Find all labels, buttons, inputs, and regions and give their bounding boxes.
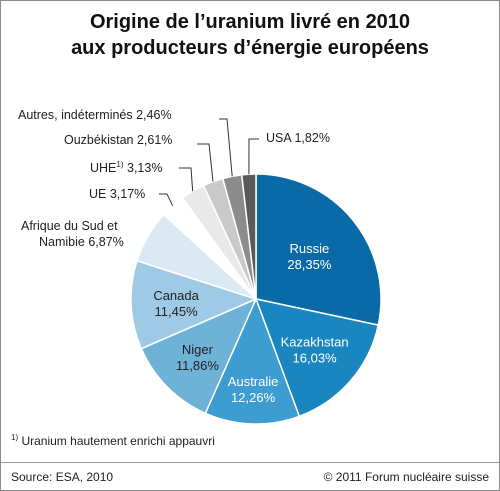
slice-russie	[255, 173, 382, 326]
label-uhe: UHE1) 3,13%	[90, 160, 162, 175]
leader-usa	[248, 138, 259, 175]
leader-ue	[159, 193, 174, 207]
leader-ouzbekistan	[197, 143, 214, 182]
footnote: 1) Uranium hautement enrichi appauvri	[11, 433, 215, 448]
slice-label-kazakhstan: Kazakhstan 16,03%	[281, 335, 349, 366]
slice-label-australie: Australie 12,26%	[228, 374, 279, 405]
label-uhe-value: 3,13%	[124, 161, 163, 175]
source-text: Source: ESA, 2010	[11, 470, 114, 484]
chart-title-line2: aux producteurs d’énergie européens	[71, 37, 429, 59]
copyright-text: © 2011 Forum nucléaire suisse	[323, 470, 489, 484]
chart-title-line1: Origine de l’uranium livré en 2010	[89, 11, 411, 33]
slice-label-canada: Canada 11,45%	[153, 288, 199, 319]
leader-lines	[159, 118, 259, 207]
slice-canada	[130, 259, 259, 350]
label-uhe-name: UHE	[90, 161, 116, 175]
slice-niger	[140, 297, 258, 415]
leader-uhe	[179, 167, 194, 192]
label-ue: UE 3,17%	[89, 187, 145, 201]
pie-slices	[130, 173, 382, 425]
label-ouzbekistan: Ouzbékistan 2,61%	[64, 133, 172, 147]
slice-kazakhstan	[254, 297, 380, 418]
footer-divider	[1, 462, 499, 463]
slice-label-niger: Niger 11,86%	[176, 342, 220, 373]
label-afrique-line2: Namibie 6,87%	[39, 235, 124, 249]
label-usa: USA 1,82%	[266, 131, 330, 145]
pie-chart: Russie 28,35% Kazakhstan 16,03%Australie 12,…	[18, 108, 382, 425]
label-autres: Autres, indéterminés 2,46%	[18, 108, 172, 122]
label-afrique-line1: Afrique du Sud et	[21, 219, 118, 233]
leader-autres	[219, 118, 233, 177]
inner-labels: Russie 28,35% Kazakhstan 16,03%Australie 12,…	[153, 241, 348, 405]
chart-title: Origine de l’uranium livré en 2010 aux p…	[1, 9, 499, 61]
slice-usa	[240, 173, 257, 300]
footnote-marker: 1)	[11, 433, 19, 442]
footnote-text: Uranium hautement enrichi appauvri	[18, 434, 215, 448]
label-uhe-sup: 1)	[116, 160, 123, 169]
slice-label-russie: Russie 28,35%	[287, 241, 332, 272]
slice-australie	[204, 297, 301, 425]
